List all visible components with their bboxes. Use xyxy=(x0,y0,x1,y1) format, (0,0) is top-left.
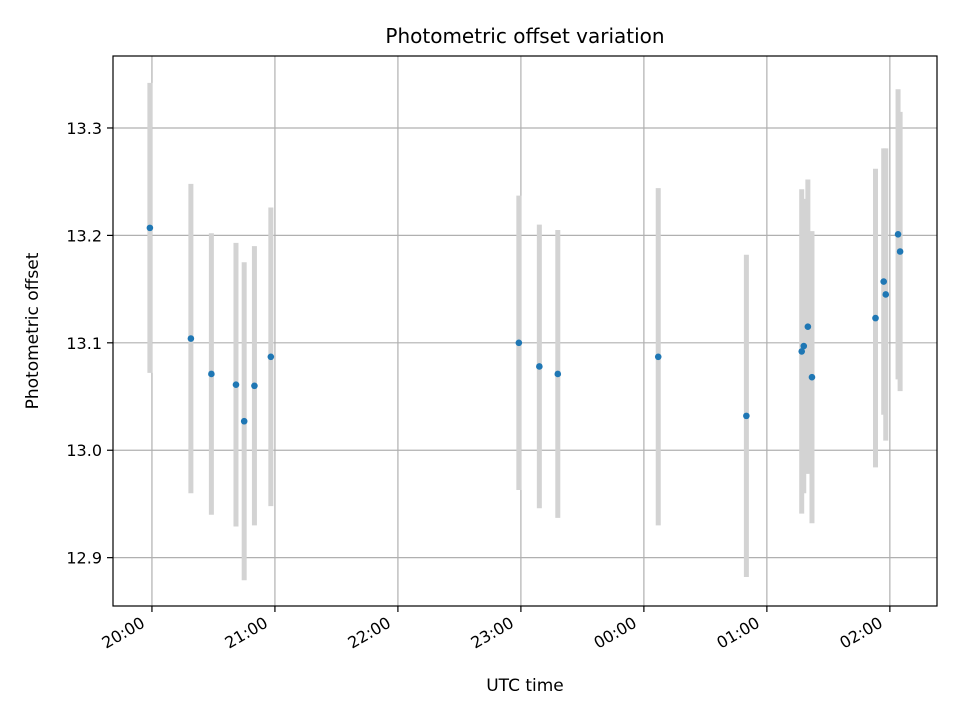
y-axis-label: Photometric offset xyxy=(23,252,43,409)
data-points xyxy=(146,224,904,425)
x-tick-label: 00:00 xyxy=(590,613,639,653)
y-tick-label: 13.1 xyxy=(66,334,102,353)
data-point xyxy=(800,342,808,350)
y-tick-label: 12.9 xyxy=(66,549,102,568)
data-point xyxy=(798,348,806,355)
y-axis-ticks: 12.9 13.0 13.1 13.2 13.3 xyxy=(66,119,113,568)
data-point xyxy=(880,278,888,285)
data-point xyxy=(267,353,275,361)
data-point xyxy=(146,224,154,232)
data-point xyxy=(804,323,812,331)
x-tick-label: 23:00 xyxy=(467,613,516,653)
y-tick-label: 13.2 xyxy=(66,226,102,245)
data-point xyxy=(251,382,258,390)
x-tick-label: 02:00 xyxy=(836,613,885,653)
data-point xyxy=(743,412,750,420)
x-axis-ticks: 20:00 21:00 22:00 23:00 00:00 01:00 02:00 xyxy=(99,606,891,653)
data-point xyxy=(894,231,902,238)
data-point xyxy=(187,335,195,342)
data-point xyxy=(896,248,904,255)
data-point xyxy=(882,291,890,298)
y-tick-label: 13.3 xyxy=(66,119,102,138)
error-bars xyxy=(147,82,903,581)
data-point xyxy=(515,339,523,347)
data-point xyxy=(536,363,543,370)
plot-frame xyxy=(112,55,938,607)
data-point xyxy=(240,417,248,425)
data-point xyxy=(872,314,879,322)
data-point xyxy=(808,373,816,381)
data-point xyxy=(208,370,215,378)
x-axis-label: UTC time xyxy=(486,676,564,696)
y-tick-label: 13.0 xyxy=(66,441,102,460)
data-point xyxy=(554,370,562,378)
x-tick-label: 22:00 xyxy=(344,613,393,653)
data-point xyxy=(232,381,240,389)
data-point xyxy=(654,353,662,361)
chart-title: Photometric offset variation xyxy=(385,24,664,48)
x-tick-label: 20:00 xyxy=(99,613,148,653)
x-tick-label: 21:00 xyxy=(221,613,270,653)
x-tick-label: 01:00 xyxy=(713,613,762,653)
